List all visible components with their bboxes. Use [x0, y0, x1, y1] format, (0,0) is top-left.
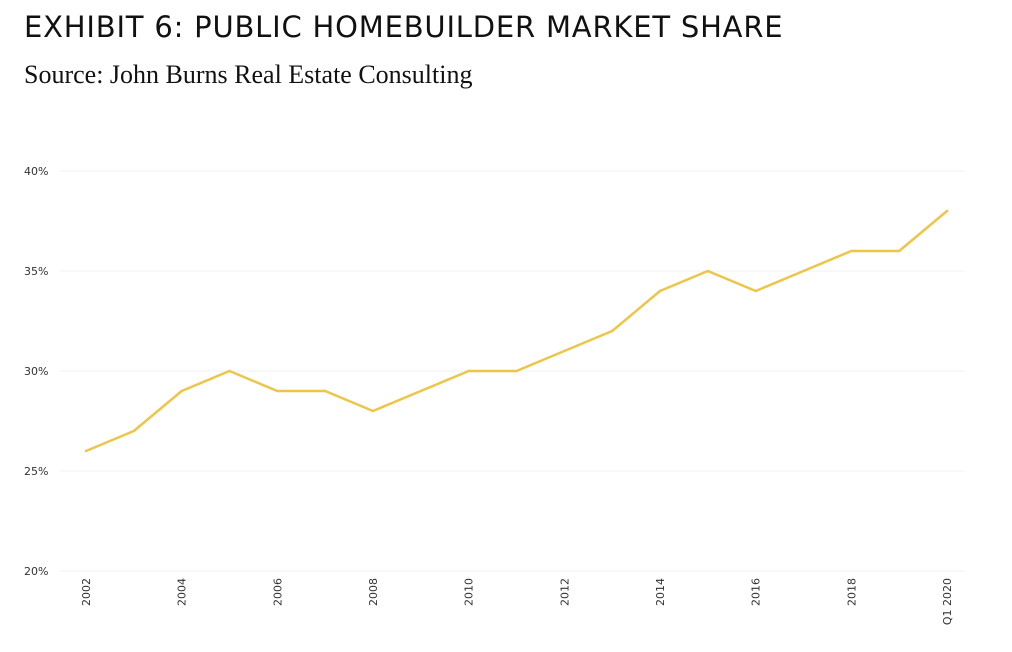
- data-point: [276, 389, 279, 393]
- data-point: [563, 349, 566, 353]
- x-tick-label: 2004: [176, 578, 189, 606]
- x-tick-label: 2006: [271, 578, 284, 606]
- chart-subtitle: Source: John Burns Real Estate Consultin…: [24, 60, 473, 89]
- y-tick-label: 30%: [24, 365, 48, 378]
- data-point: [323, 389, 327, 393]
- data-point: [132, 429, 136, 433]
- x-tick-label: 2002: [80, 578, 93, 606]
- data-point: [706, 269, 710, 273]
- data-point: [371, 409, 375, 413]
- y-tick-label: 35%: [24, 265, 48, 278]
- data-point: [180, 389, 183, 393]
- x-tick-label: 2010: [463, 578, 476, 606]
- x-tick-label: 2018: [845, 578, 858, 606]
- x-tick-label: Q1 2020: [941, 578, 954, 625]
- data-point: [754, 289, 757, 293]
- data-point: [467, 369, 470, 373]
- x-tick-label: 2008: [367, 578, 380, 606]
- data-point: [515, 369, 518, 373]
- data-point: [658, 289, 662, 293]
- data-point: [897, 249, 901, 253]
- y-tick-label: 20%: [24, 565, 48, 578]
- data-point: [610, 329, 614, 333]
- data-point: [419, 389, 423, 393]
- data-point: [850, 249, 853, 253]
- data-point: [945, 209, 949, 213]
- x-tick-label: 2016: [750, 578, 763, 606]
- data-point: [228, 369, 231, 373]
- data-point: [802, 269, 805, 273]
- chart-title: EXHIBIT 6: PUBLIC HOMEBUILDER MARKET SHA…: [24, 10, 784, 44]
- x-tick-label: 2014: [654, 578, 667, 606]
- data-point: [84, 449, 88, 453]
- series-line: [84, 209, 949, 453]
- x-tick-label: 2012: [558, 578, 571, 606]
- y-tick-label: 25%: [24, 465, 48, 478]
- y-tick-label: 40%: [24, 165, 48, 178]
